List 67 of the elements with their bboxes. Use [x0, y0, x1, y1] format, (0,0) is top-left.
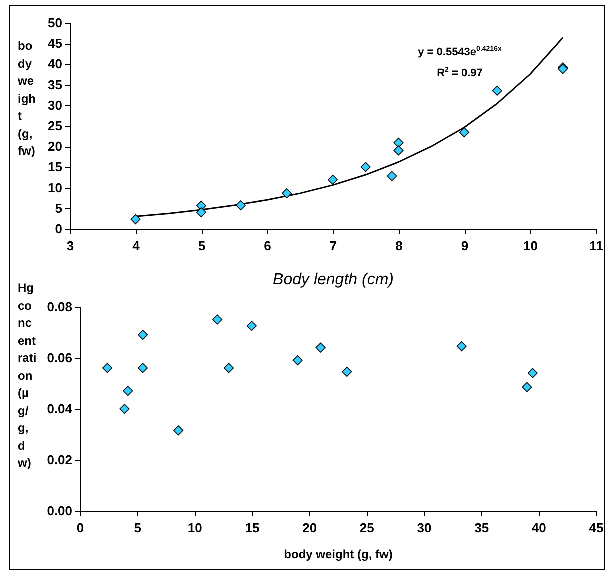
y-tick-label: 45	[48, 36, 62, 52]
x-tick-label: 10	[188, 520, 202, 536]
x-tick-label: 45	[589, 520, 604, 536]
x-tick-label: 30	[417, 520, 432, 536]
x-tick-label: 6	[264, 238, 272, 254]
point	[394, 146, 404, 156]
point	[138, 363, 148, 374]
x-tick-label: 15	[245, 520, 260, 536]
y-tick-label: 20	[48, 139, 62, 154]
annotation: R$^{2}$ = 0.97	[436, 66, 484, 82]
y-tick-label: 10	[48, 180, 62, 196]
point	[224, 363, 234, 374]
point	[328, 174, 338, 185]
point	[130, 214, 141, 225]
y-tick-label: 50	[48, 16, 62, 30]
y-tick-label: 0.02	[47, 452, 72, 468]
point	[123, 386, 134, 396]
y-axis-title: body weight (g, fw)	[18, 38, 37, 160]
point	[212, 314, 223, 325]
y-tick-label: 0	[55, 222, 62, 236]
y-tick-label: 30	[48, 98, 62, 113]
x-tick-label: 8	[396, 238, 403, 254]
point	[138, 330, 148, 340]
x-tick-label: 4	[132, 238, 141, 254]
y-tick-label: 15	[48, 160, 62, 175]
text: Hg concentration (µg/g, dw)	[18, 281, 37, 470]
x-tick-label: 5	[134, 520, 142, 536]
point	[522, 382, 532, 392]
y-tick-label: 0.04	[47, 402, 74, 416]
x-tick-label: 9	[461, 238, 469, 254]
x-tick-label: 25	[360, 520, 374, 536]
x-tick-label: 40	[532, 520, 546, 536]
y-tick-label: 0.00	[47, 504, 72, 518]
point	[102, 363, 113, 374]
point	[236, 200, 246, 211]
x-tick-label: 20	[302, 520, 318, 536]
x-tick-label: 11	[590, 238, 604, 254]
point	[174, 426, 184, 436]
x-axis-title: Body length (cm)	[273, 272, 394, 288]
point	[528, 368, 538, 378]
y-tick-label: 0.06	[47, 350, 72, 366]
point	[394, 138, 404, 148]
annotation: y = 0.5543e$^{0.4216x}$	[417, 45, 503, 61]
point	[492, 86, 502, 96]
y-tick-label: 5	[55, 200, 62, 216]
y-tick-label: 25	[48, 118, 62, 134]
point	[316, 342, 326, 353]
point	[456, 342, 467, 352]
x-tick-label: 10	[524, 238, 538, 254]
point	[120, 404, 130, 414]
x-tick-label: 35	[474, 520, 490, 536]
x-tick-label: 7	[330, 238, 338, 254]
point	[196, 208, 207, 218]
point	[246, 321, 258, 332]
point	[360, 162, 371, 172]
x-tick-label: 5	[198, 238, 206, 254]
x-axis-title: body weight (g, fw)	[284, 548, 393, 562]
point	[459, 128, 470, 138]
x-tick-label: 3	[66, 238, 74, 254]
x-tick-label: 0	[76, 520, 84, 536]
point	[342, 367, 352, 378]
point	[387, 171, 398, 182]
y-tick-label: 40	[48, 56, 62, 72]
y-tick-label: 35	[48, 77, 62, 92]
point	[292, 356, 303, 366]
point	[282, 188, 292, 199]
y-tick-label: 0.08	[47, 300, 72, 314]
